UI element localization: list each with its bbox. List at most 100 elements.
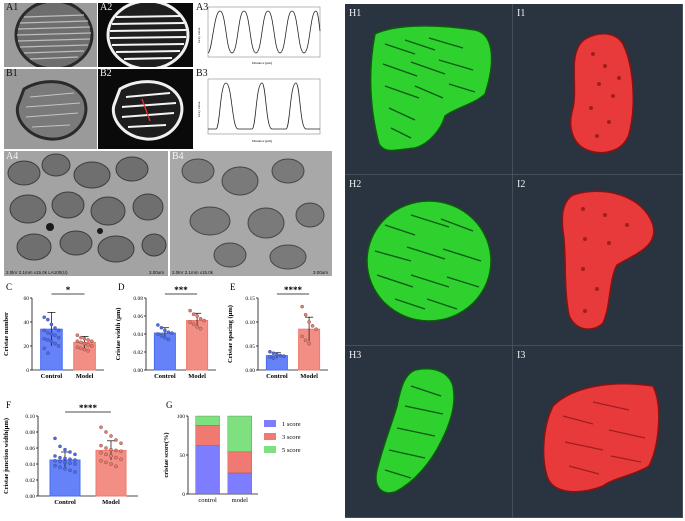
data-point-control: [163, 328, 167, 333]
data-point-model: [75, 339, 80, 343]
data-point-control: [42, 337, 46, 341]
panel-label-a1: A1: [6, 2, 19, 13]
data-point-control: [271, 356, 276, 360]
data-point-model: [79, 335, 83, 340]
panel-a1-image: [4, 3, 97, 67]
legend-label-1-score: 1 score: [282, 421, 301, 428]
panel-label-a4: A4: [6, 151, 19, 162]
data-point-control: [46, 331, 50, 335]
y-tick-label-f: 0.04: [25, 462, 35, 468]
data-point-model: [188, 308, 192, 313]
y-axis-label-c: Cristae number: [3, 312, 10, 356]
panel-b1-image: [4, 69, 97, 149]
data-point-control: [68, 468, 72, 473]
y-tick-label-e: 0.05: [245, 344, 255, 350]
y-tick-label-d: 0.00: [133, 368, 143, 374]
chart-c: C 0 20 40 60 Cristae number Control Model *: [3, 282, 104, 380]
data-point-control: [42, 346, 46, 351]
data-point-control: [53, 459, 57, 463]
chart-d: D 0.00 0.02 0.04 0.06 0.08 Cristae width (µm) C…: [115, 282, 216, 380]
data-point-control: [166, 330, 171, 334]
render-h1: H1: [345, 4, 513, 175]
data-point-model: [202, 318, 206, 323]
y-tick-label-d: 0.02: [133, 350, 143, 356]
panel-letter-c: C: [6, 282, 12, 292]
x-tick-label-model: Model: [76, 373, 94, 380]
data-point-control: [63, 456, 67, 461]
data-point-control: [73, 458, 77, 462]
data-point-model: [104, 460, 108, 465]
data-point-model: [114, 464, 118, 469]
a4-scale-bar-text: 3.00um: [148, 270, 164, 275]
data-point-model: [198, 316, 203, 321]
data-point-model: [104, 430, 108, 434]
legend-swatch-1-score: [264, 420, 276, 427]
panel-b2-image: [98, 69, 193, 149]
y-tick-label-c: 0: [26, 368, 29, 374]
data-point-model: [86, 349, 90, 353]
data-point-model: [82, 341, 87, 346]
b3-xlabel: Distance (µm): [252, 139, 273, 143]
data-point-model: [90, 339, 94, 343]
data-point-model: [191, 312, 196, 316]
data-point-control: [282, 354, 286, 358]
chart-f: F 0.00 0.02 0.04 0.06 0.08 0.10 Cristae junctio…: [3, 400, 138, 506]
x-tick-label-control: control: [198, 497, 217, 504]
x-tick-label-model: model: [232, 497, 248, 504]
stack-segment-model-5-score: [227, 415, 252, 453]
data-point-control: [68, 461, 72, 465]
stack-segment-control-5-score: [195, 415, 220, 426]
data-point-model: [114, 448, 118, 453]
data-point-model: [82, 347, 87, 352]
data-point-model: [114, 438, 118, 442]
data-point-control: [278, 353, 283, 358]
panel-b3-profile: Gray value Distance (µm): [194, 69, 324, 149]
data-point-model: [307, 341, 311, 346]
y-tick-label-e: 0.10: [245, 320, 255, 326]
significance-mark-d: ***: [174, 285, 188, 295]
data-point-model: [188, 320, 192, 325]
data-point-model: [86, 338, 90, 342]
panel-letter-f: F: [6, 400, 11, 410]
data-point-model: [109, 454, 113, 458]
data-point-control: [275, 352, 279, 357]
render-label-i1: I1: [517, 8, 526, 19]
panel-label-b1: B1: [6, 68, 18, 79]
chart-e: E 0.00 0.05 0.10 0.15 Cristae spacing (µm) Con…: [227, 282, 328, 380]
y-axis-label-f: Cristae junction width(µm): [3, 418, 10, 494]
data-point-model: [75, 345, 80, 349]
panel-a2-image: [98, 3, 193, 67]
data-point-model: [300, 304, 304, 309]
x-tick-label-model: Model: [188, 373, 206, 380]
data-point-control: [159, 334, 164, 338]
data-point-model: [303, 338, 308, 342]
b4-mitochondria-field: [170, 151, 332, 276]
data-point-model: [86, 343, 90, 347]
a3-ylabel: Gray value: [197, 27, 201, 43]
legend-swatch-3-score: [264, 433, 276, 440]
render-h2: H2: [345, 175, 513, 346]
significance-mark-e: ****: [284, 285, 303, 295]
render-i2: I2: [513, 175, 683, 346]
data-point-control: [163, 335, 167, 340]
b4-scale-text: 2.0kV 2.1mm x15.0k: [172, 270, 214, 275]
y-tick-label-c: 20: [24, 344, 30, 350]
data-point-control: [53, 454, 57, 458]
render-grid: H1 I1 H2 I2: [345, 4, 683, 518]
data-point-model: [307, 320, 311, 324]
y-tick-label-g: 0: [182, 492, 185, 498]
y-tick-label-g: 50: [180, 453, 186, 459]
render-h3: H3: [345, 346, 513, 518]
mitochondrion-ellipse: [4, 3, 97, 67]
y-tick-label-f: 0.08: [25, 430, 35, 436]
panel-label-b2: B2: [100, 68, 112, 79]
x-tick-label-control: Control: [41, 373, 63, 380]
data-point-control: [166, 337, 171, 342]
data-point-control: [63, 447, 67, 452]
x-tick-label-control: Control: [154, 373, 176, 380]
data-point-model: [195, 325, 199, 329]
data-point-model: [104, 452, 108, 457]
a3-xlabel: Distance (µm): [252, 61, 273, 65]
b4-scale-bar-text: 3.00um: [312, 270, 328, 275]
data-point-control: [49, 332, 54, 336]
